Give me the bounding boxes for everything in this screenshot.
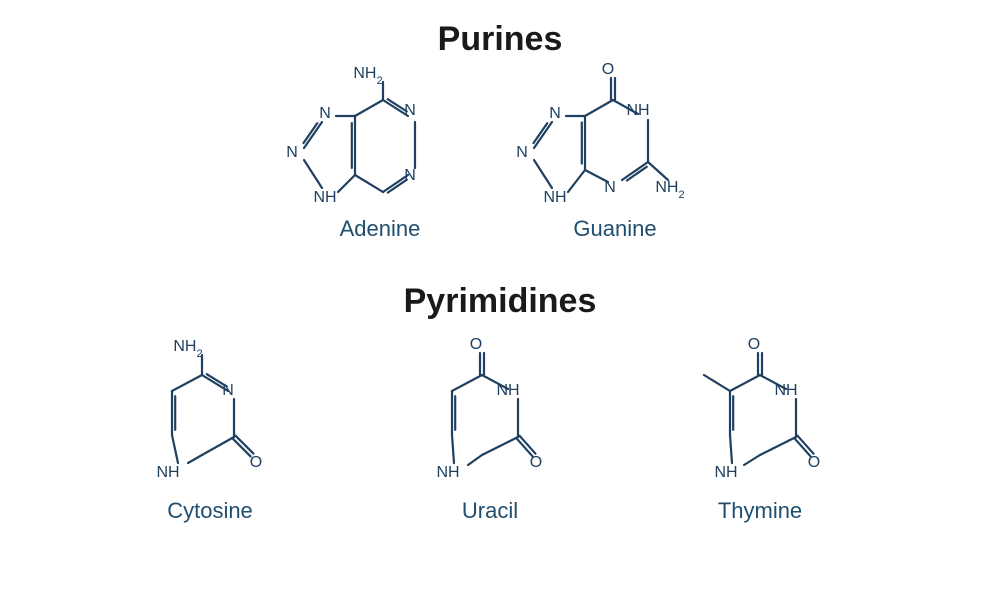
purines-heading: Purines [0, 20, 1000, 59]
svg-text:O: O [748, 336, 760, 353]
svg-text:N: N [404, 102, 416, 119]
svg-text:N: N [286, 144, 298, 161]
uracil-structure: O NH NH O [418, 335, 568, 495]
svg-text:N: N [516, 144, 528, 161]
svg-text:NH: NH [496, 382, 519, 399]
svg-text:O: O [470, 336, 482, 353]
svg-text:NH: NH [156, 464, 179, 481]
svg-text:NH: NH [714, 464, 737, 481]
svg-text:O: O [530, 454, 542, 471]
svg-text:O: O [250, 454, 262, 471]
adenine-structure: NH2 N N N NH N [280, 60, 460, 215]
svg-text:NH: NH [774, 382, 797, 399]
thymine-label: Thymine [680, 498, 840, 524]
svg-text:NH2: NH2 [655, 179, 684, 201]
guanine-label: Guanine [525, 216, 705, 242]
cytosine-label: Cytosine [130, 498, 290, 524]
svg-text:N: N [404, 167, 416, 184]
svg-text:NH: NH [543, 189, 566, 206]
svg-text:NH2: NH2 [173, 338, 202, 360]
pyrimidines-heading: Pyrimidines [0, 282, 1000, 321]
guanine-structure: O NH N N NH N NH2 [510, 60, 710, 215]
svg-text:N: N [319, 105, 331, 122]
svg-text:N: N [604, 179, 616, 196]
svg-text:O: O [808, 454, 820, 471]
uracil-label: Uracil [410, 498, 570, 524]
svg-text:NH: NH [626, 102, 649, 119]
svg-text:NH: NH [313, 189, 336, 206]
svg-text:NH2: NH2 [353, 65, 382, 87]
svg-text:NH: NH [436, 464, 459, 481]
thymine-structure: O NH NH O [676, 335, 846, 495]
svg-text:N: N [549, 105, 561, 122]
cytosine-structure: NH2 N NH O [138, 335, 288, 495]
svg-text:N: N [222, 382, 234, 399]
svg-text:O: O [602, 61, 614, 78]
adenine-label: Adenine [290, 216, 470, 242]
